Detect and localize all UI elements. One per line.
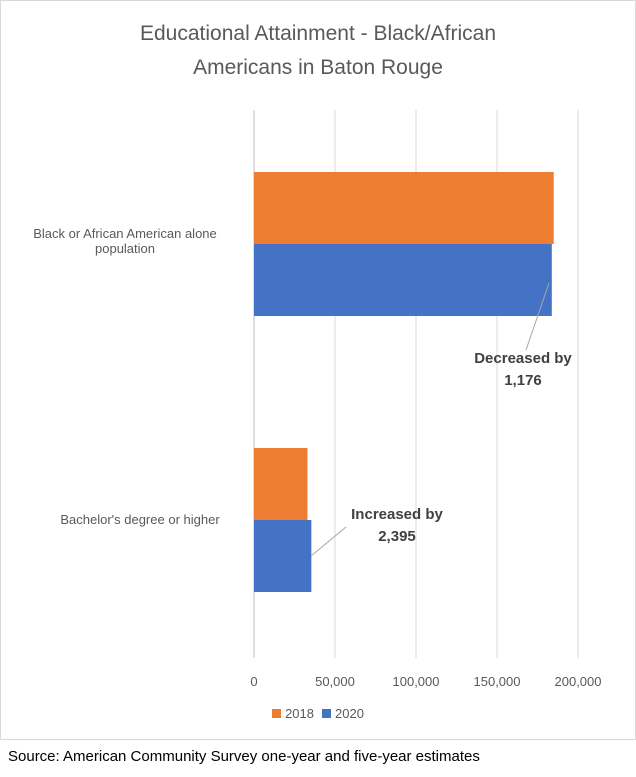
x-tick-label: 0 [250, 674, 257, 689]
x-tick-label: 50,000 [315, 674, 355, 689]
legend-item-2020: 2020 [322, 706, 364, 721]
chart-title-line-1: Educational Attainment - Black/African [139, 22, 496, 45]
legend-label-2018: 2018 [285, 706, 314, 721]
legend-label-2020: 2020 [335, 706, 364, 721]
x-tick-label: 100,000 [393, 674, 440, 689]
bar-2018 [254, 172, 554, 244]
legend-item-2018: 2018 [272, 706, 314, 721]
category-label-line: Black or African American alone [33, 226, 217, 241]
legend-swatch-2018 [272, 709, 282, 718]
x-tick-label: 200,000 [555, 674, 602, 689]
chart-title-line-2: Americans in Baton Rouge [193, 56, 443, 79]
legend: 2018 2020 [0, 706, 636, 721]
annotation-line: Increased by [351, 506, 443, 523]
category-label-line: Bachelor's degree or higher [60, 512, 220, 527]
annotation-decrease: Decreased by 1,176 [452, 348, 594, 392]
source-note: Source: American Community Survey one-ye… [8, 748, 480, 765]
annotation-leader-line [310, 526, 347, 557]
annotation-increase: Increased by 2,395 [332, 504, 462, 548]
annotation-line: Decreased by [474, 350, 572, 367]
bar-2020 [254, 520, 312, 592]
category-label-black-population: Black or African American alone populati… [10, 226, 240, 256]
bar-2020 [254, 244, 552, 316]
category-label-line: population [95, 241, 155, 256]
category-label-bachelors: Bachelor's degree or higher [30, 512, 250, 527]
annotation-leader-line [525, 282, 550, 351]
annotation-line: 2,395 [378, 528, 416, 545]
x-tick-label: 150,000 [474, 674, 521, 689]
bar-2018 [254, 448, 308, 520]
annotation-line: 1,176 [504, 372, 542, 389]
chart-area [0, 0, 636, 740]
legend-swatch-2020 [322, 709, 331, 718]
